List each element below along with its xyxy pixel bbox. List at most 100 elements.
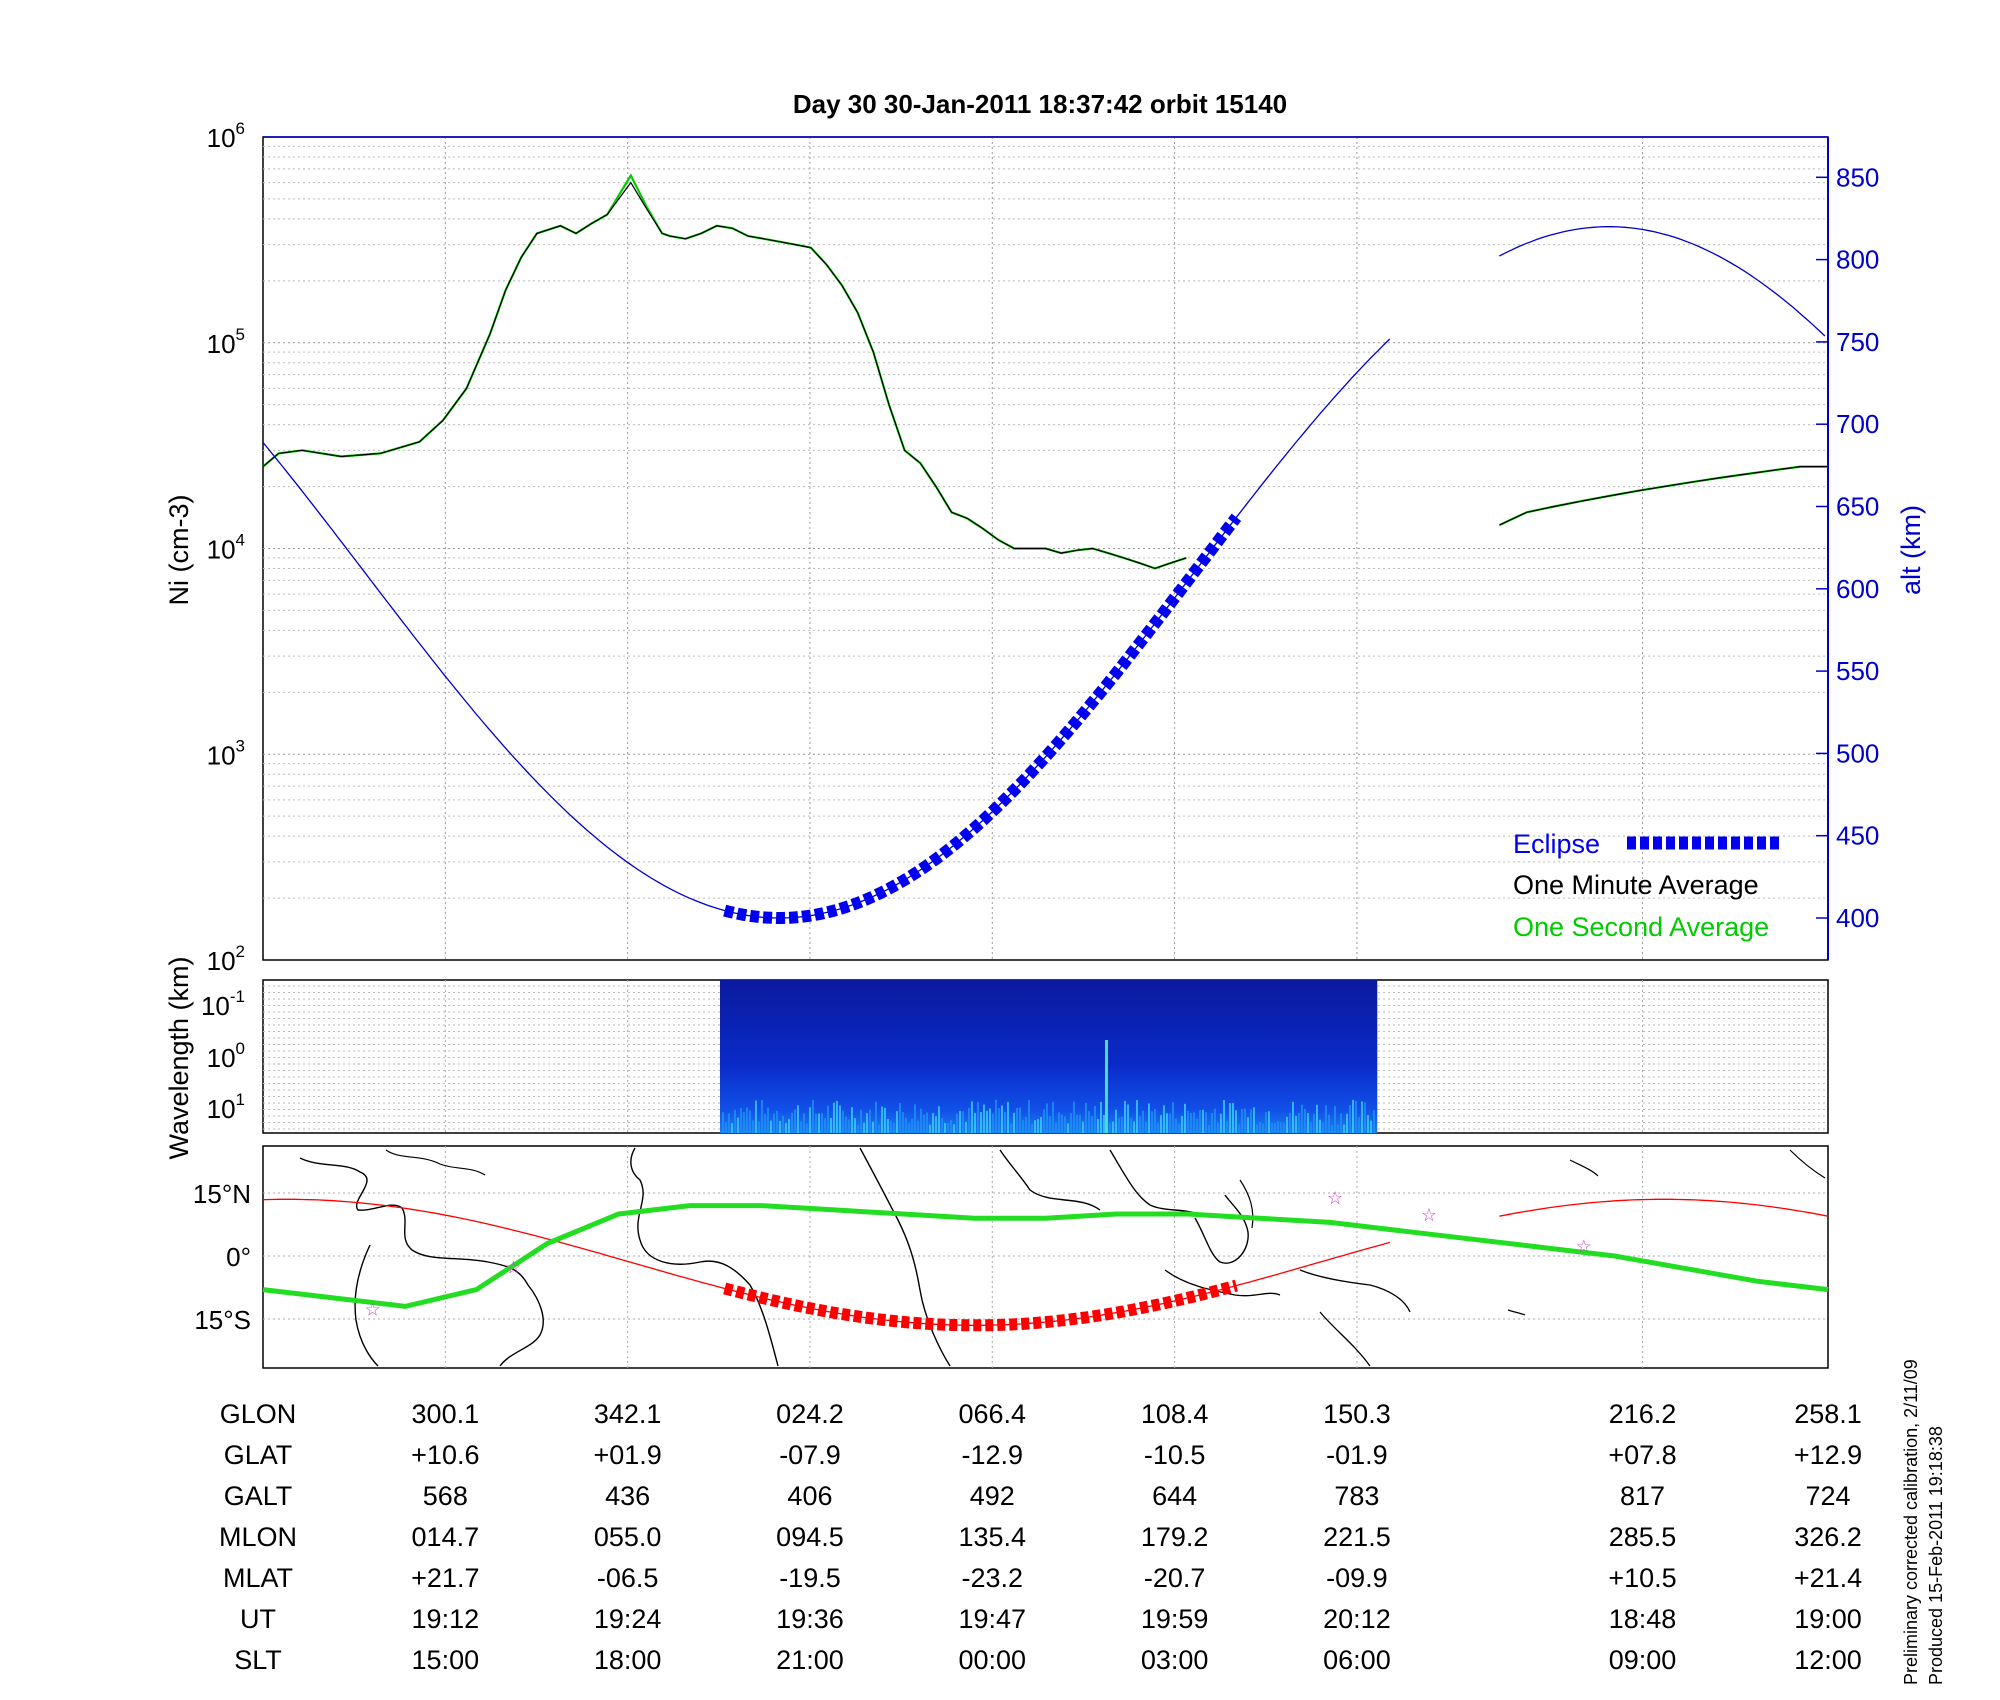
table-cell: 285.5 bbox=[1609, 1522, 1677, 1552]
spectrogram-column bbox=[1186, 1110, 1189, 1133]
spectrogram-image bbox=[719, 980, 1378, 1133]
caribbean-coast bbox=[385, 1149, 486, 1176]
spectrogram-column bbox=[1363, 1102, 1366, 1133]
spectrogram-column bbox=[1294, 1115, 1297, 1133]
spectrogram-column bbox=[1054, 1122, 1057, 1133]
spectrogram-column bbox=[1150, 1111, 1153, 1133]
table-cell: 216.2 bbox=[1609, 1399, 1677, 1429]
spectrogram-column bbox=[922, 1114, 925, 1133]
table-cell: +21.4 bbox=[1794, 1563, 1862, 1593]
spectrogram-column bbox=[1108, 1122, 1111, 1133]
spectrogram-column bbox=[826, 1105, 829, 1133]
spectrogram-column bbox=[1288, 1113, 1291, 1133]
density-gridlines bbox=[263, 137, 1828, 960]
spectrogram-column bbox=[1201, 1109, 1204, 1133]
wavelength-tick-exponent: 1 bbox=[236, 1090, 245, 1109]
spectrogram-column bbox=[853, 1118, 856, 1133]
alt-tick-label: 850 bbox=[1836, 162, 1879, 192]
legend-eclipse: Eclipse bbox=[1513, 829, 1600, 859]
spectrogram-column bbox=[895, 1111, 898, 1133]
table-cell: 135.4 bbox=[959, 1522, 1027, 1552]
table-cell: -10.5 bbox=[1144, 1440, 1206, 1470]
spectrogram-column bbox=[973, 1113, 976, 1133]
spectrogram-column bbox=[979, 1112, 982, 1133]
africa-east-coast bbox=[859, 1147, 951, 1367]
spectrogram-column bbox=[991, 1113, 994, 1133]
philippines-coast bbox=[1239, 1179, 1254, 1229]
spectrogram-column bbox=[1012, 1112, 1015, 1133]
table-cell: 108.4 bbox=[1141, 1399, 1209, 1429]
station-star-icon: ☆ bbox=[1327, 1188, 1343, 1208]
arabia-coast bbox=[999, 1149, 1101, 1211]
map-series: ☆ ☆ ☆ ☆ ☆ bbox=[262, 1188, 1829, 1332]
table-cell: 18:00 bbox=[594, 1645, 662, 1675]
spectrogram-column bbox=[1183, 1103, 1186, 1133]
spectrogram-column bbox=[907, 1123, 910, 1133]
altitude-right-axis: 400 450 500 550 600 650 700 750 800 850 bbox=[263, 136, 1879, 960]
spectrogram-column bbox=[1135, 1099, 1138, 1133]
table-row-label: UT bbox=[240, 1604, 276, 1634]
spectrogram-column bbox=[976, 1101, 979, 1133]
spectrogram-column bbox=[1144, 1121, 1147, 1133]
table-row-label: MLAT bbox=[223, 1563, 293, 1593]
spectrogram-column bbox=[1354, 1100, 1357, 1133]
spectrogram-column bbox=[1036, 1118, 1039, 1133]
map-panel: ☆ ☆ ☆ ☆ ☆ 15°N 0° 15°S bbox=[193, 1145, 1829, 1369]
spectrogram-column bbox=[1324, 1105, 1327, 1133]
coastlines bbox=[299, 1147, 1826, 1367]
spectrogram-column bbox=[1042, 1109, 1045, 1133]
wavelength-tick-exponent: -1 bbox=[230, 987, 245, 1006]
spectrogram-column bbox=[1225, 1120, 1228, 1133]
spectrogram-column bbox=[1126, 1104, 1129, 1133]
spectrogram-column bbox=[913, 1104, 916, 1133]
spectrogram-column bbox=[889, 1120, 892, 1133]
legend-one-minute: One Minute Average bbox=[1513, 870, 1759, 900]
spectrogram-column bbox=[838, 1105, 841, 1133]
spectrogram-column bbox=[730, 1122, 733, 1133]
new-guinea-coast bbox=[1299, 1269, 1411, 1313]
spectrogram-column bbox=[742, 1112, 745, 1133]
y-tick-label: 103 bbox=[207, 736, 245, 770]
table-cell: 21:00 bbox=[776, 1645, 844, 1675]
spectrogram-column bbox=[739, 1107, 742, 1133]
table-cell: 19:24 bbox=[594, 1604, 662, 1634]
spectrogram-column bbox=[721, 1112, 724, 1133]
table-cell: 724 bbox=[1805, 1481, 1850, 1511]
spectrogram-column bbox=[1255, 1124, 1258, 1133]
spectrogram-column bbox=[880, 1106, 883, 1133]
station-star-icon: ☆ bbox=[364, 1300, 380, 1320]
spectrogram-column bbox=[994, 1099, 997, 1133]
spectrogram-column bbox=[874, 1101, 877, 1133]
spectrogram-column bbox=[1240, 1108, 1243, 1133]
spectrogram-column bbox=[748, 1110, 751, 1133]
spectrogram-column bbox=[829, 1117, 832, 1133]
pacific-islands bbox=[1569, 1159, 1599, 1177]
spectrogram-column bbox=[1216, 1122, 1219, 1133]
americas-east-coast bbox=[1789, 1149, 1826, 1179]
table-cell: -01.9 bbox=[1326, 1440, 1388, 1470]
spectrogram-column bbox=[1369, 1120, 1372, 1133]
spectrogram-column bbox=[769, 1120, 772, 1133]
y-tick-exponent: 3 bbox=[236, 736, 245, 755]
table-cell: 406 bbox=[787, 1481, 832, 1511]
spectrogram-column bbox=[1357, 1117, 1360, 1133]
eclipse-line bbox=[723, 513, 1242, 924]
wavelength-tick-label: 101 bbox=[207, 1090, 245, 1124]
spectrogram-column bbox=[1129, 1117, 1132, 1133]
spectrogram-column bbox=[1063, 1116, 1066, 1133]
spectrogram-column bbox=[1087, 1111, 1090, 1133]
spectrogram-column bbox=[757, 1121, 760, 1133]
alt-tick-label: 550 bbox=[1836, 656, 1879, 686]
spectrogram-column bbox=[997, 1108, 1000, 1133]
table-cell: 066.4 bbox=[959, 1399, 1027, 1429]
spectrogram-column bbox=[1057, 1112, 1060, 1133]
spectrogram-column bbox=[868, 1109, 871, 1133]
spectrogram-column bbox=[733, 1109, 736, 1133]
wavelength-tick-label: 100 bbox=[207, 1039, 245, 1073]
spectrogram-column bbox=[1153, 1109, 1156, 1133]
spectrogram-column bbox=[916, 1120, 919, 1133]
spectrogram-column bbox=[892, 1122, 895, 1133]
y-axis-label-wavelength: Wavelength (km) bbox=[164, 956, 194, 1159]
y-tick-exponent: 2 bbox=[236, 942, 245, 961]
